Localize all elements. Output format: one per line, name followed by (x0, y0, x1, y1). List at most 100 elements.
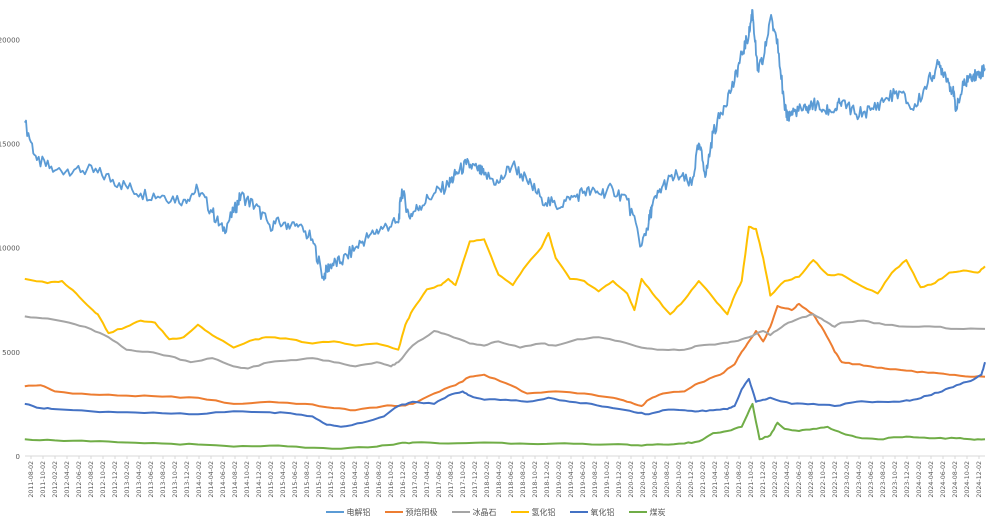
legend-swatch (325, 511, 344, 513)
x-tick-label: 2021-10-02 (748, 461, 755, 498)
x-tick-label: 2019-08-02 (592, 461, 599, 498)
legend-item: 电解铝 (325, 504, 371, 520)
x-tick-label: 2018-08-02 (520, 461, 527, 498)
x-tick-label: 2014-10-02 (244, 461, 251, 498)
x-tick-label: 2018-10-02 (532, 461, 539, 498)
legend-item: 氧化铝 (569, 504, 615, 520)
x-tick-label: 2016-06-02 (364, 461, 371, 498)
x-tick-label: 2013-08-02 (160, 461, 167, 498)
x-tick-label: 2012-04-02 (64, 461, 71, 498)
x-tick-label: 2024-06-02 (940, 461, 947, 498)
x-tick-label: 2012-08-02 (88, 461, 95, 498)
x-tick-label: 2021-08-02 (736, 461, 743, 498)
x-tick-label: 2016-02-02 (340, 461, 347, 498)
x-tick-label: 2017-12-02 (472, 461, 479, 498)
x-tick-label: 2022-04-02 (784, 461, 791, 498)
x-tick-label: 2016-04-02 (352, 461, 359, 498)
x-tick-label: 2021-04-02 (712, 461, 719, 498)
x-tick-label: 2012-12-02 (112, 461, 119, 498)
x-tick-label: 2011-10-02 (40, 461, 47, 498)
x-tick-label: 2013-02-02 (124, 461, 131, 498)
x-tick-label: 2012-02-02 (52, 461, 59, 498)
y-tick-label: 20000 (0, 36, 20, 44)
x-tick-label: 2016-12-02 (400, 461, 407, 498)
chart-legend: 电解铝 预焙阳极 冰晶石 氢化铝 氧化铝 煤炭 (0, 504, 991, 520)
legend-swatch (510, 511, 529, 513)
x-tick-label: 2013-12-02 (184, 461, 191, 498)
x-tick-label: 2024-08-02 (952, 461, 959, 498)
x-axis: 2011-08-02 2011-10-02 2012-02-02 2012-04-02… (25, 455, 985, 498)
legend-item: 煤炭 (628, 504, 666, 520)
x-tick-label: 2014-12-02 (256, 461, 263, 498)
x-tick-label: 2017-02-02 (412, 461, 419, 498)
x-tick-label: 2017-10-02 (460, 461, 467, 498)
x-tick-label: 2022-02-02 (772, 461, 779, 498)
x-tick-label: 2018-04-02 (496, 461, 503, 498)
series-line-6 (24, 402, 986, 450)
x-tick-label: 2011-08-02 (28, 461, 35, 498)
series-line-2 (24, 302, 986, 412)
legend-item: 冰晶石 (451, 504, 497, 520)
x-tick-label: 2014-08-02 (232, 461, 239, 498)
series-line-4 (24, 225, 986, 351)
x-tick-label: 2017-08-02 (448, 461, 455, 498)
x-tick-label: 2017-06-02 (436, 461, 443, 498)
legend-item: 预焙阳极 (384, 504, 438, 520)
x-tick-label: 2019-10-02 (604, 461, 611, 498)
y-tick-label: 15000 (0, 140, 20, 148)
x-tick-label: 2015-04-02 (280, 461, 287, 498)
x-tick-label: 2015-02-02 (268, 461, 275, 498)
legend-label: 煤炭 (649, 507, 666, 517)
x-tick-label: 2022-12-02 (832, 461, 839, 498)
legend-swatch (569, 511, 588, 513)
x-tick-label: 2016-08-02 (376, 461, 383, 498)
legend-label: 冰晶石 (472, 507, 497, 517)
x-tick-label: 2021-06-02 (724, 461, 731, 498)
series-line-3 (24, 313, 986, 370)
x-tick-label: 2014-06-02 (220, 461, 227, 498)
x-tick-label: 2024-12-02 (976, 461, 983, 498)
x-tick-label: 2015-12-02 (328, 461, 335, 498)
x-tick-label: 2020-08-02 (664, 461, 671, 498)
x-tick-label: 2022-06-02 (796, 461, 803, 498)
x-tick-label: 2019-04-02 (568, 461, 575, 498)
x-tick-label: 2023-12-02 (904, 461, 911, 498)
x-tick-label: 2018-12-02 (544, 461, 551, 498)
x-tick-label: 2012-06-02 (76, 461, 83, 498)
x-tick-label: 2020-06-02 (652, 461, 659, 498)
legend-swatch (384, 511, 403, 513)
legend-item: 氢化铝 (510, 504, 556, 520)
legend-label: 氢化铝 (531, 507, 556, 517)
line-chart: 0 5000 10000 15000 20000 2011-08-02 2011-10-0… (0, 9, 986, 498)
x-tick-label: 2013-10-02 (172, 461, 179, 498)
x-tick-label: 2023-08-02 (880, 461, 887, 498)
x-tick-label: 2018-06-02 (508, 461, 515, 498)
x-tick-label: 2021-12-02 (760, 461, 767, 498)
x-tick-label: 2023-02-02 (844, 461, 851, 498)
x-tick-label: 2020-02-02 (628, 461, 635, 498)
x-tick-label: 2023-04-02 (856, 461, 863, 498)
legend-swatch (451, 511, 470, 513)
x-tick-label: 2022-08-02 (808, 461, 815, 498)
x-tick-label: 2015-10-02 (316, 461, 323, 498)
x-tick-label: 2014-04-02 (208, 461, 215, 498)
x-tick-label: 2024-02-02 (916, 461, 923, 498)
x-tick-label: 2015-08-02 (304, 461, 311, 498)
y-axis: 0 5000 10000 15000 20000 (0, 36, 20, 461)
x-tick-label: 2024-04-02 (928, 461, 935, 498)
series-layer (24, 9, 986, 450)
y-tick-label: 0 (16, 453, 20, 461)
y-tick-label: 5000 (2, 349, 20, 357)
legend-label: 电解铝 (346, 507, 371, 517)
x-tick-label: 2019-12-02 (616, 461, 623, 498)
x-tick-label: 2012-10-02 (100, 461, 107, 498)
x-tick-label: 2021-02-02 (700, 461, 707, 498)
series-line-5 (24, 361, 986, 428)
x-tick-label: 2014-02-02 (196, 461, 203, 498)
legend-label: 氧化铝 (590, 507, 615, 517)
x-tick-label: 2020-12-02 (688, 461, 695, 498)
x-tick-label: 2016-10-02 (388, 461, 395, 498)
x-tick-label: 2015-06-02 (292, 461, 299, 498)
x-tick-label: 2020-10-02 (676, 461, 683, 498)
